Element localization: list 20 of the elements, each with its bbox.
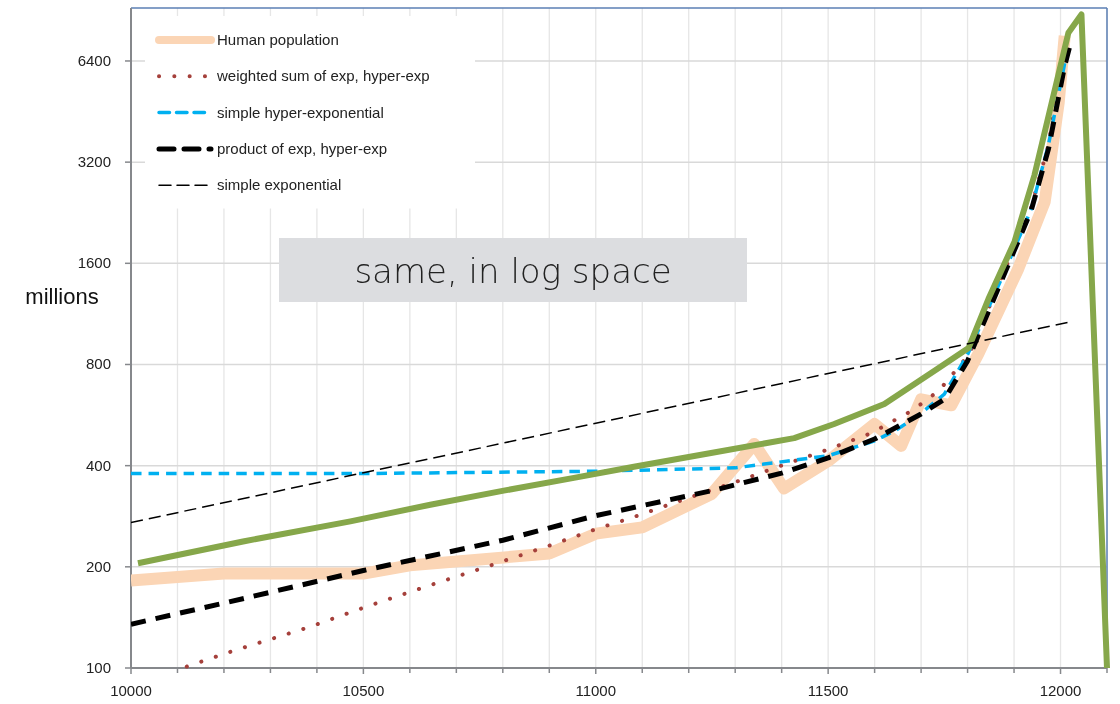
legend-label: simple exponential bbox=[217, 176, 342, 194]
x-tick-label: 11500 bbox=[807, 682, 849, 699]
y-tick-label: 3200 bbox=[77, 153, 111, 171]
annotation: same, in log space bbox=[354, 251, 672, 291]
y-tick-label: 100 bbox=[85, 659, 111, 676]
y-axis-title: millions bbox=[25, 284, 99, 309]
x-tick-label: 11000 bbox=[575, 682, 617, 699]
x-tick-label: 10000 bbox=[110, 682, 152, 699]
x-tick-label: 10500 bbox=[342, 682, 385, 699]
legend-label: weighted sum of exp, hyper-exp bbox=[216, 67, 430, 85]
legend-label: simple hyper-exponential bbox=[217, 103, 384, 121]
x-tick-label: 12000 bbox=[1039, 682, 1082, 699]
y-tick-label: 6400 bbox=[77, 51, 111, 69]
y-tick-label: 800 bbox=[85, 355, 111, 373]
line-series bbox=[131, 61, 1067, 476]
y-tick-label: 200 bbox=[85, 557, 111, 575]
y-tick-label: 1600 bbox=[77, 254, 111, 272]
legend-label: Human population bbox=[217, 31, 339, 48]
y-tick-label: 400 bbox=[85, 456, 111, 474]
legend-label: product of exp, hyper-exp bbox=[217, 139, 388, 157]
